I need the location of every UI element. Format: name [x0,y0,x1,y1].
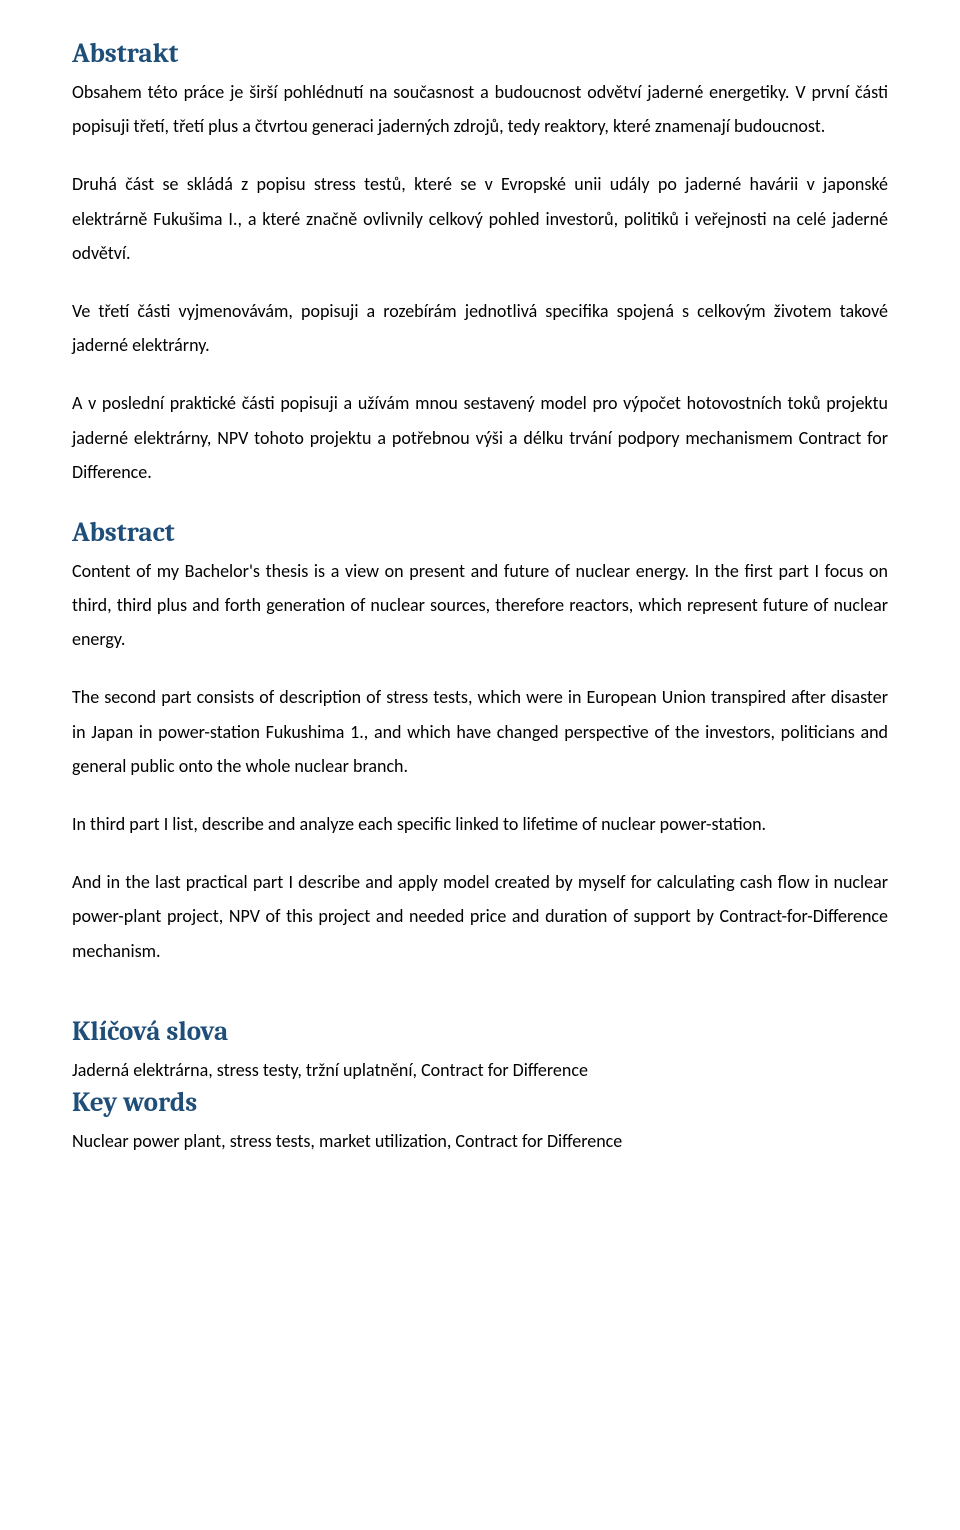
section-keywords: Key words Nuclear power plant, stress te… [72,1087,888,1158]
abstract-p1: Content of my Bachelor's thesis is a vie… [72,554,888,657]
section-abstract: Abstract Content of my Bachelor's thesis… [72,517,888,968]
heading-abstrakt: Abstrakt [72,38,888,69]
heading-abstract: Abstract [72,517,888,548]
spacer [72,489,888,517]
section-klicova-slova: Klíčová slova Jaderná elektrárna, stress… [72,1016,888,1087]
section-abstrakt: Abstrakt Obsahem této práce je širší poh… [72,38,888,489]
heading-keywords: Key words [72,1087,888,1118]
keywords-p1: Nuclear power plant, stress tests, marke… [72,1124,888,1158]
spacer [72,968,888,1016]
klicova-p1: Jaderná elektrárna, stress testy, tržní … [72,1053,888,1087]
abstract-p4: And in the last practical part I describ… [72,865,888,968]
abstract-p2: The second part consists of description … [72,680,888,783]
heading-klicova-slova: Klíčová slova [72,1016,888,1047]
abstrakt-p1: Obsahem této práce je širší pohlédnutí n… [72,75,888,143]
abstrakt-p3: Ve třetí části vyjmenovávám, popisuji a … [72,294,888,362]
abstrakt-p2: Druhá část se skládá z popisu stress tes… [72,167,888,270]
abstract-p3: In third part I list, describe and analy… [72,807,888,841]
abstrakt-p4: A v poslední praktické části popisuji a … [72,386,888,489]
